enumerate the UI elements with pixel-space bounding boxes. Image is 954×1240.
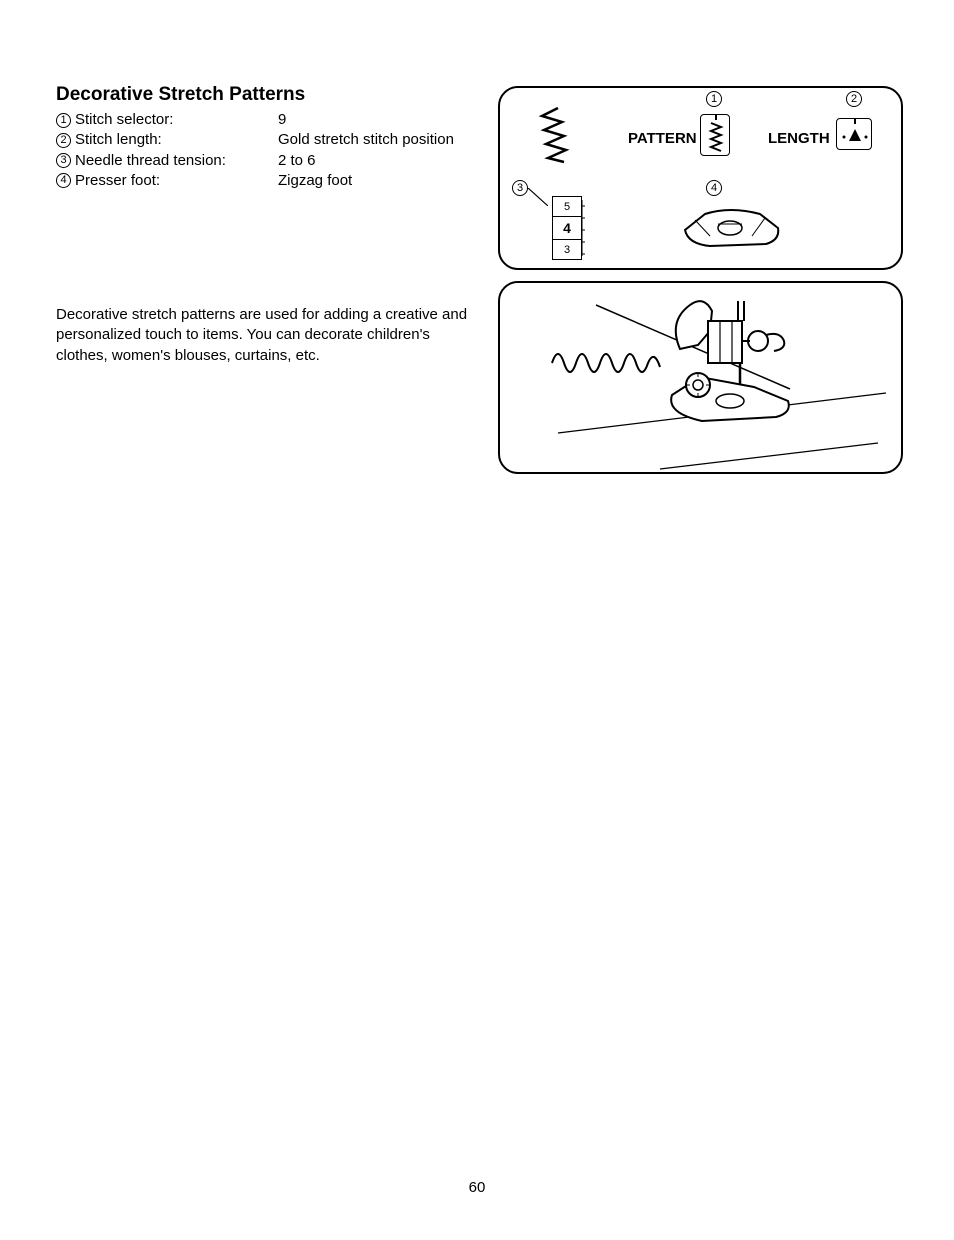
tension-tick: 3 xyxy=(564,244,570,256)
pattern-label: PATTERN xyxy=(628,130,697,147)
label-text: Stitch length: xyxy=(75,130,162,150)
tension-tick: 4 xyxy=(563,220,571,236)
callout-4: 4 xyxy=(706,180,722,196)
settings-label: 4 Presser foot: xyxy=(56,171,278,191)
figure-sewing-illustration xyxy=(498,281,903,474)
callout-leader-line xyxy=(528,188,548,206)
page-number: 60 xyxy=(0,1179,954,1196)
settings-value: Zigzag foot xyxy=(278,171,352,191)
settings-value: Gold stretch stitch position xyxy=(278,130,454,150)
tension-dial-icon: 5 4 3 xyxy=(552,196,582,260)
settings-label: 1 Stitch selector: xyxy=(56,110,278,130)
label-text: Presser foot: xyxy=(75,171,160,191)
callout-3: 3 xyxy=(512,180,528,196)
circled-number: 1 xyxy=(56,113,71,128)
settings-value: 9 xyxy=(278,110,286,130)
circled-number: 4 xyxy=(56,173,71,188)
circled-number: 2 xyxy=(56,133,71,148)
tension-tick: 5 xyxy=(564,201,570,213)
figure-settings-diagram: 1 2 3 4 PATTERN LENGTH 5 4 3 xyxy=(498,86,903,270)
settings-label: 2 Stitch length: xyxy=(56,130,278,150)
stitch-sample-icon xyxy=(528,104,576,166)
label-text: Needle thread tension: xyxy=(75,151,226,171)
callout-2: 2 xyxy=(846,91,862,107)
presser-foot-icon xyxy=(670,200,790,256)
label-text: Stitch selector: xyxy=(75,110,173,130)
length-label: LENGTH xyxy=(768,130,830,147)
description-paragraph: Decorative stretch patterns are used for… xyxy=(56,305,476,366)
sewing-machine-foot-illustration xyxy=(500,283,905,476)
length-window-icon xyxy=(836,118,872,150)
settings-label: 3 Needle thread tension: xyxy=(56,151,278,171)
settings-value: 2 to 6 xyxy=(278,151,316,171)
pattern-window-icon xyxy=(700,114,730,156)
callout-1: 1 xyxy=(706,91,722,107)
circled-number: 3 xyxy=(56,153,71,168)
